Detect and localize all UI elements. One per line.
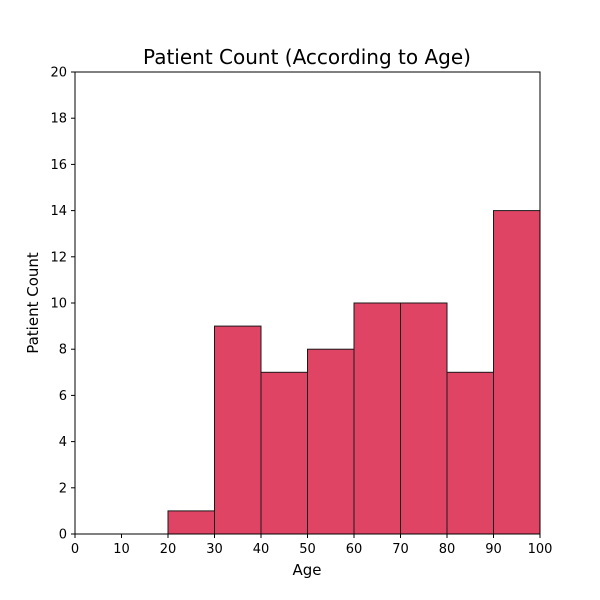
histogram-bar <box>307 348 355 535</box>
y-tick-label: 6 <box>59 389 67 404</box>
histogram-bar <box>400 302 448 535</box>
y-tick-label: 4 <box>59 435 67 450</box>
x-tick-label: 0 <box>71 542 79 557</box>
y-tick-label: 16 <box>50 158 67 173</box>
histogram-bar <box>353 302 401 535</box>
bars-group <box>167 210 541 535</box>
y-tick-label: 12 <box>50 250 67 265</box>
x-tick-label: 90 <box>485 542 502 557</box>
y-tick-label: 14 <box>50 204 67 219</box>
histogram-bar <box>214 325 262 535</box>
x-axis-label: Age <box>292 561 321 579</box>
y-tick-label: 0 <box>59 528 67 543</box>
chart-title: Patient Count (According to Age) <box>143 45 471 69</box>
x-tick-label: 20 <box>160 542 177 557</box>
y-axis-ticks: 0 2 4 6 8 10 12 14 16 18 20 <box>50 66 75 543</box>
histogram-bar <box>446 371 494 535</box>
x-tick-label: 40 <box>253 542 270 557</box>
x-tick-label: 50 <box>299 542 316 557</box>
x-tick-label: 80 <box>439 542 456 557</box>
x-axis-ticks: 0 10 20 30 40 50 60 70 80 90 100 <box>71 534 553 557</box>
y-tick-label: 2 <box>59 481 67 496</box>
x-tick-label: 100 <box>528 542 553 557</box>
y-tick-label: 8 <box>59 343 67 358</box>
y-tick-label: 20 <box>50 66 67 81</box>
plot-area-frame <box>74 71 541 535</box>
histogram-bar <box>260 371 308 535</box>
x-tick-label: 30 <box>206 542 223 557</box>
histogram-bar <box>167 510 215 535</box>
y-tick-label: 18 <box>50 112 67 127</box>
y-tick-label: 10 <box>50 297 67 312</box>
histogram-bar <box>493 210 541 535</box>
y-axis-label: Patient Count <box>24 252 42 354</box>
x-tick-label: 10 <box>113 542 130 557</box>
x-tick-label: 70 <box>392 542 409 557</box>
x-tick-label: 60 <box>346 542 363 557</box>
